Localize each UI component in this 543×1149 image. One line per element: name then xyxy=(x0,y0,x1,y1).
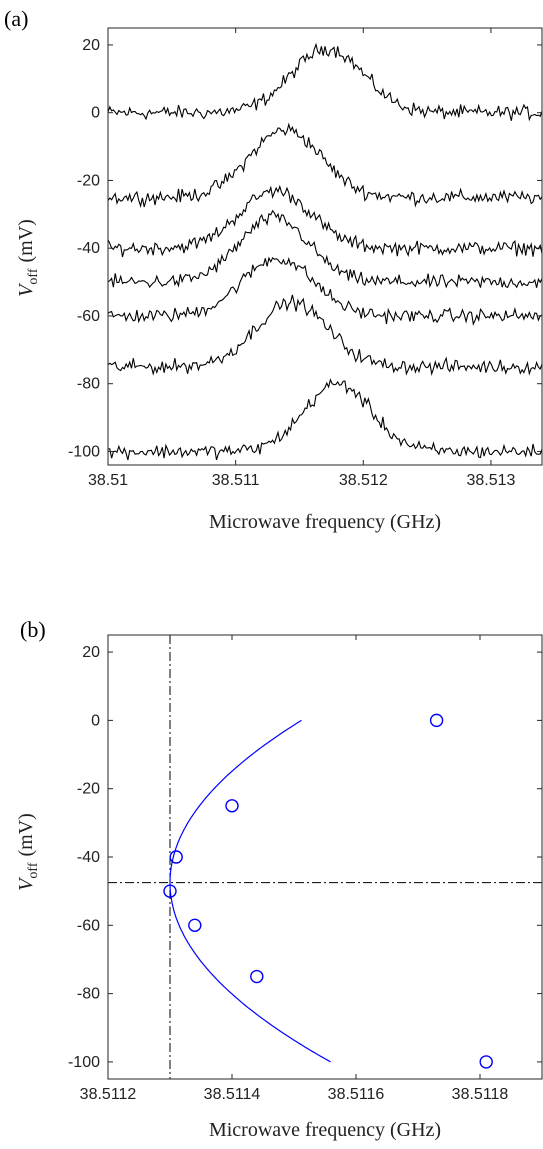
panel-b-y-label-main: V xyxy=(15,876,37,891)
panel-a-x-axis-label: Microwave frequency (GHz) xyxy=(209,511,441,533)
panel-a-y-tick-label: 0 xyxy=(91,105,100,122)
panel-a-label: (a) xyxy=(4,6,28,31)
panel-a-y-label-sub: off xyxy=(26,268,41,284)
panel-a-y-tick-label: -40 xyxy=(77,240,100,257)
trace-group xyxy=(107,42,543,461)
panel-a-y-label-unit: (mV) xyxy=(15,219,37,262)
data-point-marker xyxy=(169,850,183,864)
panel-b-y-tick-label: -40 xyxy=(77,849,100,866)
panel-b-x-tick-label: 38.5114 xyxy=(204,1086,261,1103)
panel-a-axes: 38.51 38.511 38.512 38.513 20 0 -20 -40 -60 -80 -1… xyxy=(68,27,543,489)
panel-b-x-tick-label: 38.5112 xyxy=(80,1086,137,1103)
trace-series-5 xyxy=(107,256,543,326)
panel-a-x-tick-label: 38.511 xyxy=(212,472,260,489)
panel-b-y-axis-label: Voff (mV) xyxy=(15,813,41,891)
data-point-marker xyxy=(429,713,444,728)
panel-b-y-label-unit: (mV) xyxy=(15,813,37,856)
panel-a-y-tick-label: -60 xyxy=(77,308,100,325)
trace-series-4 xyxy=(107,209,543,289)
fit-curve xyxy=(169,719,331,1063)
panel-b-x-tick-label: 38.5116 xyxy=(328,1086,385,1103)
panel-a-plot-frame xyxy=(107,27,543,466)
trace-series-6 xyxy=(107,294,543,376)
data-point-marker xyxy=(225,799,239,813)
panel-a-y-tick-label: -80 xyxy=(77,376,100,393)
trace-series-7 xyxy=(107,378,543,461)
panel-a-y-axis-label: Voff (mV) xyxy=(15,219,41,297)
panel-a: (a) 38.51 38.511 38.512 38.513 20 0 -20 -40 -60 -… xyxy=(4,6,543,533)
panel-b-y-tick-label: -60 xyxy=(77,917,100,934)
trace-series-3 xyxy=(107,184,543,258)
panel-b-y-tick-label: -100 xyxy=(68,1054,100,1071)
trace-series-1 xyxy=(107,42,543,122)
panel-b-label: (b) xyxy=(20,617,46,642)
trace-series-2 xyxy=(107,122,543,208)
panel-a-y-tick-label: -20 xyxy=(77,172,100,189)
panel-b-plot-area xyxy=(108,635,542,1079)
panel-a-x-tick-label: 38.512 xyxy=(339,472,388,489)
data-point-marker xyxy=(250,969,264,984)
panel-b-y-tick-label: -20 xyxy=(77,781,100,798)
panel-a-x-tick-label: 38.51 xyxy=(88,472,128,489)
panel-b-axes: 38.5112 38.5114 38.5116 38.5118 20 0 -20 -40 -60… xyxy=(68,634,543,1103)
panel-b-y-tick-label: 20 xyxy=(82,644,100,661)
panel-b-y-label-sub: off xyxy=(26,862,41,878)
panel-b-y-tick-label: -80 xyxy=(77,986,100,1003)
panel-a-y-label-main: V xyxy=(15,282,37,297)
panel-b-x-axis-label: Microwave frequency (GHz) xyxy=(209,1119,441,1141)
panel-a-y-tick-label: 20 xyxy=(82,37,100,54)
panel-a-y-tick-label: -100 xyxy=(68,443,100,460)
panel-b-x-tick-label: 38.5118 xyxy=(452,1086,509,1103)
data-point-marker xyxy=(163,884,177,898)
panel-a-x-tick-label: 38.513 xyxy=(466,472,515,489)
panel-b-y-tick-label: 0 xyxy=(91,712,100,729)
panel-b: (b) 38.5112 38.5114 38.5116 38.5118 20 0 -20 -4… xyxy=(15,617,543,1141)
data-point-marker xyxy=(479,1055,493,1069)
data-point-marker xyxy=(188,918,202,933)
